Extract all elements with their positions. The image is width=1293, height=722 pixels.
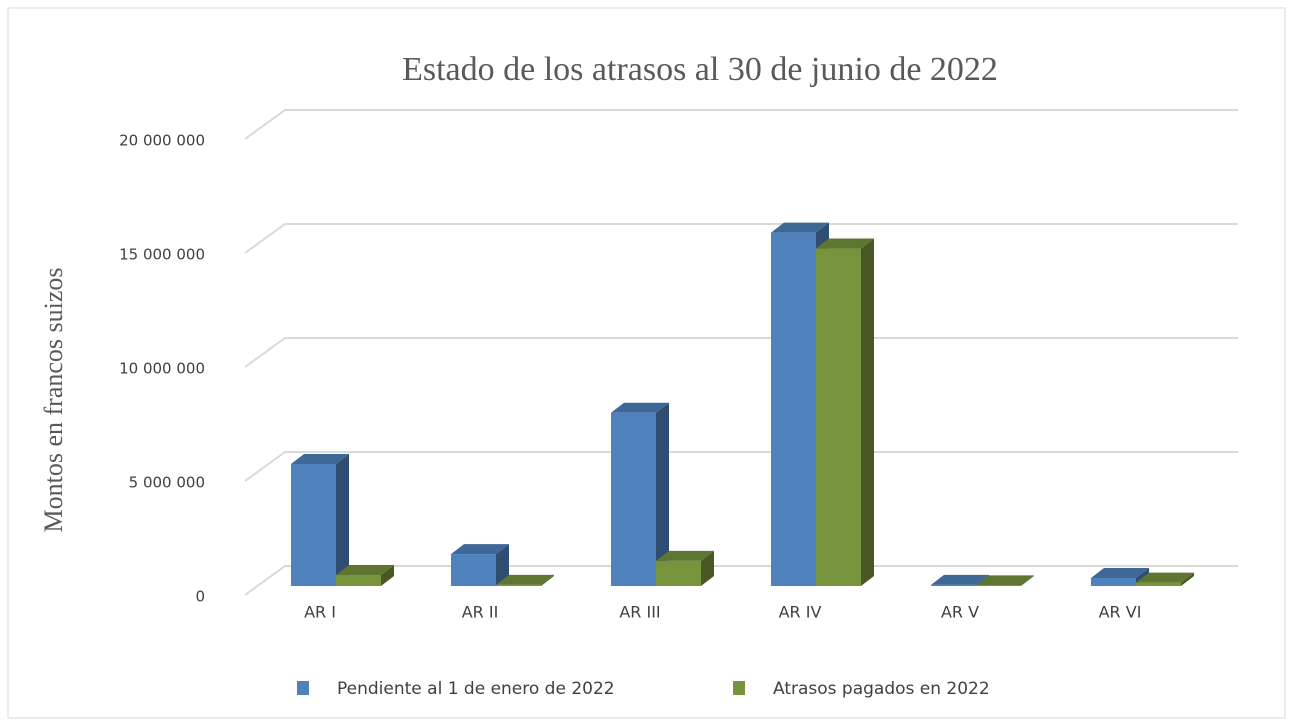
x-tick-label: AR VI <box>1099 603 1142 622</box>
bar-side <box>1021 575 1034 586</box>
x-tick-label: AR I <box>304 603 336 622</box>
bar-top <box>451 544 509 555</box>
chart-frame <box>7 7 1286 719</box>
bar-top <box>771 222 829 233</box>
y-tick-label: 10 000 000 <box>119 360 205 378</box>
x-tick-label: AR V <box>941 603 979 622</box>
bar-side <box>381 565 394 586</box>
grid-line <box>244 337 1238 368</box>
bar <box>816 248 861 586</box>
bar-side <box>496 544 509 586</box>
y-axis-label: Montos en francos suizos <box>39 267 68 532</box>
x-tick-label: AR IV <box>779 603 822 622</box>
bar-side <box>541 574 554 586</box>
bar <box>976 585 1021 586</box>
legend-swatch <box>297 681 309 695</box>
bar <box>496 584 541 586</box>
bar <box>336 575 381 586</box>
bar-top <box>931 574 989 585</box>
grid-line <box>244 565 1238 596</box>
bar-top <box>496 574 554 585</box>
bar <box>1136 582 1181 586</box>
bar <box>291 464 336 586</box>
bar <box>451 554 496 586</box>
bar <box>771 232 816 586</box>
bar <box>931 584 976 586</box>
bar <box>611 412 656 586</box>
y-tick-label: 15 000 000 <box>119 246 205 264</box>
x-tick-label: AR II <box>462 603 499 622</box>
grid-line <box>244 451 1238 482</box>
bar-side <box>861 238 874 586</box>
bar-top <box>976 575 1034 586</box>
bar-top <box>656 550 714 561</box>
bar-top <box>816 238 874 249</box>
bar-top <box>1091 568 1149 579</box>
bar-side <box>656 402 669 586</box>
bar-side <box>336 454 349 586</box>
legend-swatch <box>733 681 745 695</box>
x-tick-label: AR III <box>619 603 660 622</box>
grid-line <box>244 223 1238 254</box>
bar-top <box>1136 572 1194 583</box>
bar-top <box>291 454 349 465</box>
legend-label: Pendiente al 1 de enero de 2022 <box>337 679 615 699</box>
bar-top <box>611 402 669 413</box>
chart-title: Estado de los atrasos al 30 de junio de … <box>402 51 998 88</box>
bar-side <box>1181 572 1194 586</box>
y-tick-label: 5 000 000 <box>129 474 205 492</box>
grid-line <box>244 109 1238 140</box>
legend-label: Atrasos pagados en 2022 <box>773 679 990 699</box>
y-tick-label: 20 000 000 <box>119 132 205 150</box>
bar-top <box>336 565 394 576</box>
bar <box>1091 578 1136 586</box>
y-tick-label: 0 <box>195 588 205 606</box>
bar-side <box>701 550 714 586</box>
bar <box>656 560 701 586</box>
